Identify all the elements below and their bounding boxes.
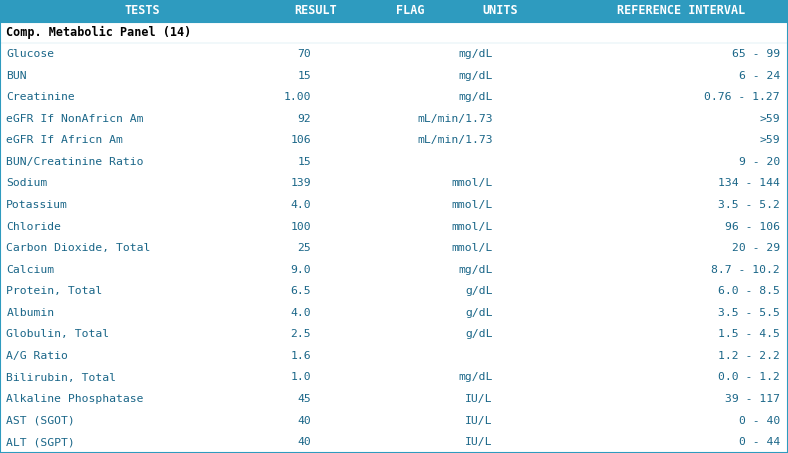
Text: Glucose: Glucose	[6, 49, 54, 59]
Text: 6 - 24: 6 - 24	[739, 71, 780, 81]
Text: Carbon Dioxide, Total: Carbon Dioxide, Total	[6, 243, 151, 253]
Text: 45: 45	[298, 394, 311, 404]
Text: IU/L: IU/L	[465, 416, 492, 426]
Text: 1.6: 1.6	[291, 351, 311, 361]
Text: 4.0: 4.0	[291, 308, 311, 318]
Text: AST (SGOT): AST (SGOT)	[6, 416, 75, 426]
Text: 3.5 - 5.5: 3.5 - 5.5	[718, 308, 780, 318]
Text: 1.00: 1.00	[284, 92, 311, 102]
Text: Bilirubin, Total: Bilirubin, Total	[6, 372, 117, 382]
Text: 134 - 144: 134 - 144	[718, 178, 780, 188]
Text: 1.0: 1.0	[291, 372, 311, 382]
Text: Albumin: Albumin	[6, 308, 54, 318]
Text: Sodium: Sodium	[6, 178, 47, 188]
Text: 39 - 117: 39 - 117	[725, 394, 780, 404]
Text: 1.2 - 2.2: 1.2 - 2.2	[718, 351, 780, 361]
Text: 96 - 106: 96 - 106	[725, 222, 780, 231]
Text: 100: 100	[291, 222, 311, 231]
Text: Protein, Total: Protein, Total	[6, 286, 102, 296]
Text: mmol/L: mmol/L	[452, 243, 492, 253]
Text: 70: 70	[298, 49, 311, 59]
Text: mg/dL: mg/dL	[458, 49, 492, 59]
Text: mg/dL: mg/dL	[458, 71, 492, 81]
Text: 40: 40	[298, 437, 311, 447]
Text: mL/min/1.73: mL/min/1.73	[417, 114, 492, 124]
Text: FLAG: FLAG	[396, 4, 424, 17]
Text: 106: 106	[291, 135, 311, 145]
Text: Creatinine: Creatinine	[6, 92, 75, 102]
Text: ALT (SGPT): ALT (SGPT)	[6, 437, 75, 447]
Text: 8.7 - 10.2: 8.7 - 10.2	[712, 265, 780, 275]
Text: g/dL: g/dL	[465, 329, 492, 339]
Text: >59: >59	[760, 135, 780, 145]
Text: UNITS: UNITS	[482, 4, 519, 17]
Text: A/G Ratio: A/G Ratio	[6, 351, 69, 361]
Text: 0 - 44: 0 - 44	[739, 437, 780, 447]
Text: 9.0: 9.0	[291, 265, 311, 275]
Text: 92: 92	[298, 114, 311, 124]
Text: RESULT: RESULT	[294, 4, 336, 17]
Text: g/dL: g/dL	[465, 308, 492, 318]
Text: 4.0: 4.0	[291, 200, 311, 210]
Text: mg/dL: mg/dL	[458, 92, 492, 102]
Text: 20 - 29: 20 - 29	[732, 243, 780, 253]
Text: 0.76 - 1.27: 0.76 - 1.27	[704, 92, 780, 102]
Text: mmol/L: mmol/L	[452, 200, 492, 210]
Text: BUN: BUN	[6, 71, 27, 81]
Text: IU/L: IU/L	[465, 437, 492, 447]
Text: mL/min/1.73: mL/min/1.73	[417, 135, 492, 145]
Text: 139: 139	[291, 178, 311, 188]
Text: mg/dL: mg/dL	[458, 265, 492, 275]
Text: 2.5: 2.5	[291, 329, 311, 339]
Text: BUN/Creatinine Ratio: BUN/Creatinine Ratio	[6, 157, 143, 167]
Text: Chloride: Chloride	[6, 222, 61, 231]
Text: 6.5: 6.5	[291, 286, 311, 296]
Text: 15: 15	[298, 157, 311, 167]
Text: 1.5 - 4.5: 1.5 - 4.5	[718, 329, 780, 339]
Text: 6.0 - 8.5: 6.0 - 8.5	[718, 286, 780, 296]
Text: 65 - 99: 65 - 99	[732, 49, 780, 59]
Text: g/dL: g/dL	[465, 286, 492, 296]
Text: 0.0 - 1.2: 0.0 - 1.2	[718, 372, 780, 382]
Text: 40: 40	[298, 416, 311, 426]
Text: mmol/L: mmol/L	[452, 222, 492, 231]
Text: 3.5 - 5.2: 3.5 - 5.2	[718, 200, 780, 210]
Text: eGFR If NonAfricn Am: eGFR If NonAfricn Am	[6, 114, 143, 124]
Text: 9 - 20: 9 - 20	[739, 157, 780, 167]
Text: 25: 25	[298, 243, 311, 253]
Text: 0 - 40: 0 - 40	[739, 416, 780, 426]
Text: Comp. Metabolic Panel (14): Comp. Metabolic Panel (14)	[6, 26, 191, 39]
Text: 15: 15	[298, 71, 311, 81]
Text: Calcium: Calcium	[6, 265, 54, 275]
Text: mmol/L: mmol/L	[452, 178, 492, 188]
Text: Potassium: Potassium	[6, 200, 69, 210]
Text: TESTS: TESTS	[124, 4, 160, 17]
Text: eGFR If Africn Am: eGFR If Africn Am	[6, 135, 123, 145]
Text: Alkaline Phosphatase: Alkaline Phosphatase	[6, 394, 143, 404]
Text: REFERENCE INTERVAL: REFERENCE INTERVAL	[618, 4, 745, 17]
Text: mg/dL: mg/dL	[458, 372, 492, 382]
Text: IU/L: IU/L	[465, 394, 492, 404]
Text: Globulin, Total: Globulin, Total	[6, 329, 110, 339]
Bar	[0, 0, 788, 22]
Text: >59: >59	[760, 114, 780, 124]
